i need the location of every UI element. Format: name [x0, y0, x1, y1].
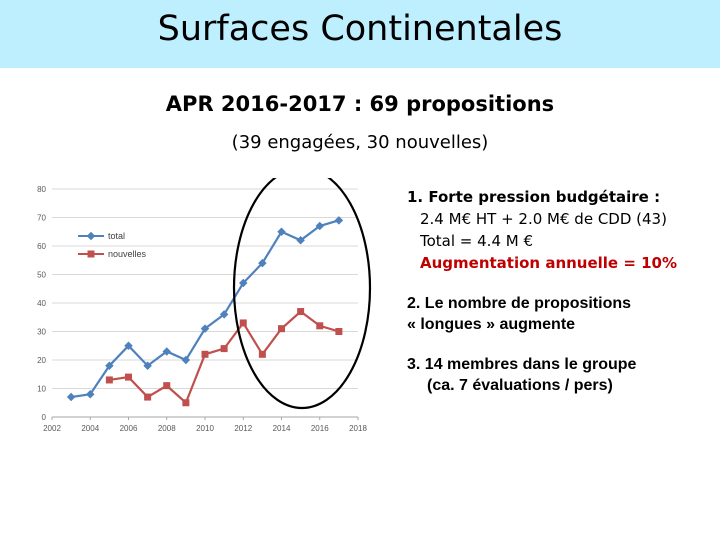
- data-point-total: [105, 361, 114, 370]
- data-point-nouvelles: [335, 328, 343, 335]
- data-point-nouvelles: [220, 345, 228, 353]
- x-tick-label: 2018: [349, 424, 367, 433]
- data-point-total: [296, 236, 305, 245]
- note-2-line-1: 2. Le nombre de propositions: [407, 295, 632, 312]
- note-1-line-3: Augmentation annuelle = 10%: [420, 254, 678, 272]
- data-point-nouvelles: [239, 319, 247, 327]
- data-point-total: [143, 361, 152, 370]
- data-point-total: [124, 341, 133, 350]
- y-tick-label: 70: [37, 214, 46, 223]
- legend-marker-total: [86, 231, 96, 241]
- data-point-nouvelles: [163, 382, 171, 390]
- x-tick-label: 2016: [311, 424, 329, 433]
- y-tick-label: 40: [37, 299, 46, 308]
- line-chart: 0 10 20 30 40 50 60 70 80 2002 2004 2006 2008 2010 201…: [37, 178, 372, 433]
- data-point-total: [334, 216, 344, 225]
- data-point-total: [277, 227, 286, 236]
- note-item-3: 3. 14 membres dans le groupe (ca. 7 éval…: [407, 354, 717, 396]
- data-point-nouvelles: [316, 322, 324, 330]
- data-point-nouvelles: [297, 308, 305, 316]
- x-tick-label: 2002: [43, 424, 61, 433]
- data-point-nouvelles: [125, 373, 132, 381]
- note-1-heading: 1. Forte pression budgétaire :: [407, 188, 661, 206]
- y-tick-label: 80: [37, 185, 46, 194]
- notes-panel: 1. Forte pression budgétaire : 2.4 M€ HT…: [407, 186, 717, 396]
- data-point-total: [181, 355, 191, 365]
- x-tick-label: 2004: [81, 424, 99, 433]
- legend-label-total: total: [108, 231, 125, 241]
- x-tick-label: 2006: [120, 424, 138, 433]
- x-tick-label: 2010: [196, 424, 214, 433]
- data-point-nouvelles: [258, 350, 266, 358]
- x-tick-label: 2012: [234, 424, 252, 433]
- data-point-nouvelles: [201, 350, 209, 358]
- note-1-line-2: Total = 4.4 M €: [420, 232, 534, 250]
- slide-subtitle: APR 2016-2017 : 69 propositions: [165, 92, 555, 116]
- data-point-total: [258, 258, 267, 268]
- note-item-2: 2. Le nombre de propositions « longues »…: [407, 293, 717, 335]
- note-3-line-2: (ca. 7 évaluations / pers): [427, 377, 613, 394]
- note-item-1: 1. Forte pression budgétaire : 2.4 M€ HT…: [407, 186, 717, 274]
- title-band: [0, 0, 720, 68]
- note-2-line-2: « longues » augmente: [407, 316, 576, 333]
- data-point-total: [200, 324, 210, 333]
- legend-label-nouvelles: nouvelles: [108, 249, 147, 259]
- y-tick-label: 10: [37, 385, 46, 394]
- data-point-nouvelles: [105, 376, 113, 384]
- data-point-total: [162, 347, 171, 356]
- series-line-nouvelles: [109, 310, 340, 405]
- note-1-line-1: 2.4 M€ HT + 2.0 M€ de CDD (43): [420, 210, 667, 228]
- data-point-total: [239, 278, 248, 288]
- data-point-total: [219, 310, 229, 319]
- legend-marker-nouvelles: [87, 250, 95, 258]
- data-point-nouvelles: [182, 399, 190, 407]
- y-tick-label: 20: [37, 356, 46, 365]
- y-tick-label: 0: [42, 413, 47, 422]
- y-tick-label: 30: [37, 328, 46, 337]
- data-point-nouvelles: [278, 325, 285, 333]
- y-tick-label: 50: [37, 271, 46, 280]
- highlight-ellipse: [232, 178, 372, 410]
- slide-subsubtitle: (39 engagées, 30 nouvelles): [231, 132, 489, 153]
- y-tick-label: 60: [37, 242, 46, 251]
- slide-title: Surfaces Continentales: [157, 9, 563, 49]
- note-3-line-1: 3. 14 membres dans le groupe: [407, 356, 637, 373]
- data-point-total: [315, 221, 324, 231]
- data-point-nouvelles: [144, 393, 152, 401]
- x-tick-label: 2008: [158, 424, 176, 433]
- x-tick-label: 2014: [273, 424, 291, 433]
- data-point-total: [66, 392, 76, 402]
